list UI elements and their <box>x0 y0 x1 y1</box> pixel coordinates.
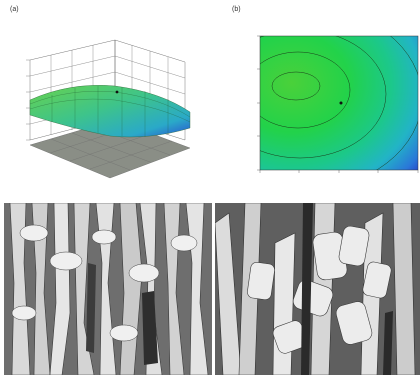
design-center-point <box>339 101 343 105</box>
panel-b-label: (b) <box>232 6 241 13</box>
response-surface <box>29 85 191 138</box>
sem-image-c <box>4 203 212 375</box>
contour-plot-svg <box>257 35 419 173</box>
contour-axis-ticks <box>257 35 419 173</box>
optimum-point <box>115 90 119 94</box>
sem-fibers-d <box>215 203 420 375</box>
panel-a-label: (a) <box>10 6 19 13</box>
sem-image-d <box>215 203 420 375</box>
contour-field <box>259 35 419 171</box>
surface-plot-svg <box>26 39 191 179</box>
surface-mesh <box>29 86 191 137</box>
contour-lines <box>260 36 418 170</box>
sem-fibers-c <box>4 203 212 375</box>
panel-a-3d-surface: (a) <box>0 0 214 196</box>
panel-b-contour: (b) <box>214 0 420 196</box>
axis-tick-labels <box>26 59 30 141</box>
